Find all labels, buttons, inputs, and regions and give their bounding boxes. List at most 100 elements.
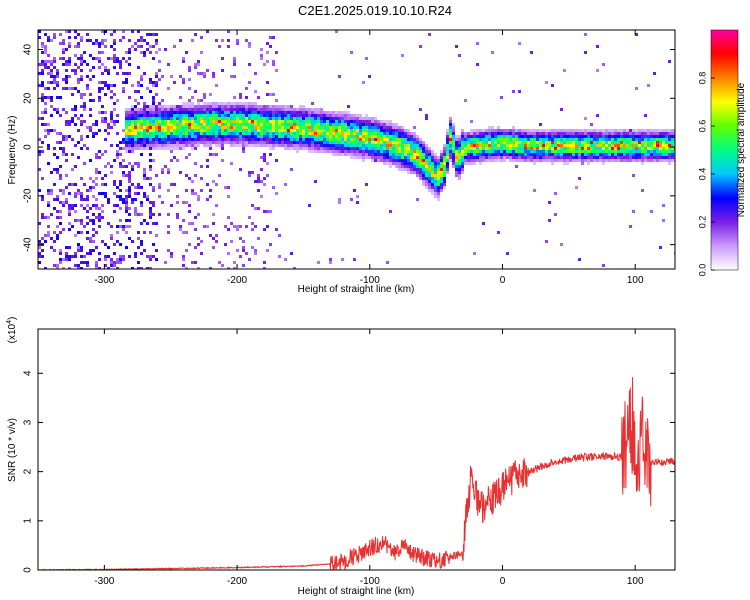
heatmap-cell	[227, 117, 230, 120]
heatmap-cell	[47, 66, 50, 69]
heatmap-cell	[74, 105, 77, 108]
heatmap-cell	[404, 162, 407, 165]
heatmap-cell	[344, 117, 347, 120]
heatmap-cell	[575, 138, 578, 141]
heatmap-cell	[176, 201, 179, 204]
y-tick-label: -20	[23, 188, 34, 203]
heatmap-cell	[404, 150, 407, 153]
heatmap-cell	[515, 147, 518, 150]
heatmap-cell	[68, 258, 71, 261]
heatmap-cell	[71, 108, 74, 111]
heatmap-cell	[236, 39, 239, 42]
heatmap-cell	[134, 144, 137, 147]
heatmap-cell	[590, 132, 593, 135]
heatmap-cell	[92, 42, 95, 45]
heatmap-cell	[650, 210, 653, 213]
heatmap-cell	[143, 108, 146, 111]
heatmap-cell	[254, 123, 257, 126]
heatmap-cell	[188, 123, 191, 126]
heatmap-cell	[515, 156, 518, 159]
heatmap-cell	[317, 135, 320, 138]
heatmap-cell	[665, 141, 668, 144]
heatmap-cell	[287, 126, 290, 129]
heatmap-cell	[275, 144, 278, 147]
heatmap-cell	[563, 129, 566, 132]
heatmap-cell	[620, 135, 623, 138]
heatmap-cell	[332, 120, 335, 123]
heatmap-cell	[470, 153, 473, 156]
heatmap-cell	[89, 240, 92, 243]
heatmap-cell	[47, 231, 50, 234]
heatmap-cell	[671, 153, 674, 156]
heatmap-cell	[104, 195, 107, 198]
heatmap-cell	[74, 72, 77, 75]
heatmap-cell	[83, 51, 86, 54]
heatmap-cell	[167, 129, 170, 132]
heatmap-cell	[68, 60, 71, 63]
heatmap-cell	[272, 135, 275, 138]
heatmap-cell	[122, 159, 125, 162]
heatmap-cell	[671, 147, 674, 150]
heatmap-cell	[524, 132, 527, 135]
heatmap-cell	[83, 102, 86, 105]
heatmap-cell	[230, 120, 233, 123]
heatmap-cell	[383, 132, 386, 135]
heatmap-cell	[329, 141, 332, 144]
heatmap-cell	[542, 144, 545, 147]
heatmap-cell	[266, 120, 269, 123]
heatmap-cell	[419, 138, 422, 141]
heatmap-cell	[65, 120, 68, 123]
heatmap-cell	[533, 138, 536, 141]
heatmap-cell	[653, 129, 656, 132]
heatmap-cell	[134, 192, 137, 195]
heatmap-cell	[455, 45, 458, 48]
heatmap-cell	[608, 144, 611, 147]
heatmap-cell	[362, 120, 365, 123]
heatmap-cell	[44, 96, 47, 99]
heatmap-cell	[566, 153, 569, 156]
heatmap-cell	[65, 174, 68, 177]
heatmap-cell	[152, 84, 155, 87]
heatmap-cell	[269, 126, 272, 129]
heatmap-cell	[206, 120, 209, 123]
heatmap-cell	[299, 123, 302, 126]
heatmap-cell	[386, 156, 389, 159]
heatmap-cell	[230, 135, 233, 138]
heatmap-cell	[140, 243, 143, 246]
heatmap-cell	[350, 114, 353, 117]
heatmap-cell	[302, 117, 305, 120]
heatmap-cell	[299, 129, 302, 132]
heatmap-cell	[311, 108, 314, 111]
heatmap-cell	[392, 129, 395, 132]
heatmap-cell	[410, 168, 413, 171]
heatmap-cell	[407, 162, 410, 165]
colorbar-tick-label: 0.8	[697, 72, 707, 85]
heatmap-cell	[314, 141, 317, 144]
heatmap-cell	[206, 30, 209, 33]
heatmap-cell	[71, 69, 74, 72]
heatmap-cell	[272, 138, 275, 141]
heatmap-cell	[626, 147, 629, 150]
heatmap-cell	[155, 147, 158, 150]
heatmap-cell	[278, 126, 281, 129]
heatmap-cell	[563, 144, 566, 147]
heatmap-cell	[527, 135, 530, 138]
heatmap-cell	[338, 147, 341, 150]
heatmap-cell	[227, 126, 230, 129]
heatmap-cell	[221, 117, 224, 120]
heatmap-cell	[623, 129, 626, 132]
heatmap-cell	[539, 138, 542, 141]
heatmap-cell	[416, 165, 419, 168]
heatmap-cell	[536, 150, 539, 153]
heatmap-cell	[245, 102, 248, 105]
heatmap-cell	[173, 114, 176, 117]
heatmap-cell	[149, 105, 152, 108]
heatmap-cell	[164, 165, 167, 168]
heatmap-cell	[350, 126, 353, 129]
heatmap-cell	[227, 120, 230, 123]
heatmap-cell	[296, 111, 299, 114]
heatmap-cell	[377, 159, 380, 162]
heatmap-cell	[119, 207, 122, 210]
heatmap-cell	[659, 147, 662, 150]
heatmap-cell	[50, 39, 53, 42]
